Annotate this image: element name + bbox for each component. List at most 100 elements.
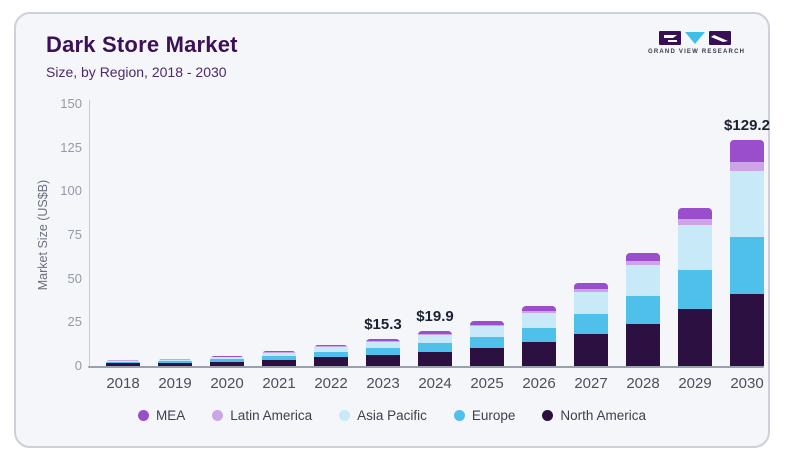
chart-header: Dark Store Market Size, by Region, 2018 … — [46, 32, 238, 80]
segment-mea — [470, 321, 504, 325]
x-tick-label: 2021 — [262, 375, 296, 392]
bar-2025 — [470, 321, 504, 366]
legend-item-mea: MEA — [138, 408, 185, 423]
bar-2023 — [366, 339, 400, 366]
segment-latin-america — [678, 219, 712, 226]
segment-asia-pacific — [262, 352, 296, 356]
segment-europe — [678, 269, 712, 310]
y-tick-label: 150 — [60, 96, 82, 111]
y-tick-label: 125 — [60, 139, 82, 155]
segment-north-america — [210, 361, 244, 366]
bar-2030 — [730, 140, 764, 366]
segment-europe — [106, 361, 140, 364]
segment-europe — [262, 355, 296, 360]
segment-north-america — [470, 347, 504, 366]
bar-2024 — [418, 331, 452, 366]
segment-latin-america — [366, 341, 400, 343]
x-axis-line — [88, 366, 764, 368]
legend-item-europe: Europe — [453, 408, 515, 423]
stacked-bar-chart: Market Size (US$B) 0 25 50 75 100 125 150 2018… — [16, 14, 770, 446]
segment-north-america — [522, 342, 556, 366]
segment-europe — [574, 313, 608, 334]
segment-asia-pacific — [418, 335, 452, 344]
segment-mea — [314, 344, 348, 347]
legend-dot — [542, 410, 554, 421]
bar-2018 — [106, 360, 140, 366]
segment-europe — [730, 236, 764, 294]
segment-north-america — [106, 363, 140, 366]
y-tick-label: 25 — [67, 314, 82, 330]
segment-north-america — [314, 356, 348, 366]
segment-asia-pacific — [522, 312, 556, 328]
segment-mea — [262, 350, 296, 353]
segment-north-america — [262, 359, 296, 366]
segment-mea — [418, 331, 452, 334]
segment-north-america — [678, 309, 712, 366]
segment-latin-america — [470, 324, 504, 327]
x-tick-label: 2027 — [574, 375, 608, 392]
page-title: Dark Store Market — [46, 32, 238, 57]
bar-2028 — [626, 252, 660, 366]
legend-label: Latin America — [230, 408, 313, 423]
segment-europe — [522, 327, 556, 343]
segment-europe — [626, 295, 660, 324]
x-tick-label: 2026 — [522, 375, 556, 392]
segment-asia-pacific — [678, 225, 712, 270]
segment-mea — [210, 356, 244, 357]
segment-latin-america — [522, 310, 556, 313]
segment-north-america — [730, 293, 764, 366]
legend-item-north-america: North America — [542, 408, 646, 423]
x-tick-label: 2028 — [626, 375, 660, 392]
segment-europe — [314, 351, 348, 357]
segment-mea — [730, 140, 764, 162]
brand-logo: GRAND VIEW RESEARCH — [648, 30, 744, 55]
brand-name: GRAND VIEW RESEARCH — [648, 49, 746, 55]
segment-europe — [158, 361, 192, 363]
segment-latin-america — [626, 260, 660, 265]
x-tick-label: 2020 — [210, 375, 244, 392]
segment-latin-america — [574, 288, 608, 292]
legend-item-latin-america: Latin America — [212, 408, 312, 423]
segment-mea — [366, 339, 400, 342]
x-tick-label: 2018 — [106, 375, 140, 392]
y-tick-label: 75 — [67, 227, 82, 242]
x-tick-label: 2030 — [730, 375, 764, 392]
segment-latin-america — [314, 346, 348, 347]
bar-2029 — [678, 208, 712, 366]
x-tick-label: 2023 — [366, 375, 400, 392]
x-tick-label: 2022 — [314, 375, 348, 392]
chart-card: Dark Store Market Size, by Region, 2018 … — [14, 12, 770, 448]
legend-dot — [339, 410, 351, 421]
legend-dot — [212, 410, 224, 421]
legend-item-asia-pacific: Asia Pacific — [339, 408, 427, 423]
segment-asia-pacific — [314, 346, 348, 352]
x-tick-label: 2019 — [158, 375, 192, 392]
bar-2019 — [158, 358, 192, 366]
segment-europe — [470, 337, 504, 348]
bar-2026 — [522, 306, 556, 366]
y-axis-line — [89, 100, 90, 366]
segment-latin-america — [418, 333, 452, 336]
segment-north-america — [626, 323, 660, 366]
y-tick-label: 100 — [60, 183, 82, 199]
segment-latin-america — [262, 352, 296, 353]
legend-dot — [138, 410, 150, 421]
segment-north-america — [574, 334, 608, 366]
legend-dot — [453, 410, 465, 421]
legend-label: Asia Pacific — [357, 408, 427, 423]
segment-asia-pacific — [366, 342, 400, 349]
segment-asia-pacific — [106, 360, 140, 362]
segment-asia-pacific — [210, 357, 244, 360]
legend-label: North America — [560, 408, 646, 423]
segment-asia-pacific — [470, 326, 504, 338]
y-tick-label: 50 — [67, 270, 82, 286]
segment-asia-pacific — [730, 170, 764, 237]
x-tick-label: 2024 — [418, 375, 452, 392]
y-tick-label: 0 — [74, 358, 82, 373]
chart-subtitle: Size, by Region, 2018 - 2030 — [46, 64, 227, 80]
value-label: $129.2 — [724, 117, 770, 135]
x-tick-label: 2029 — [678, 375, 712, 392]
segment-north-america — [366, 354, 400, 366]
segment-mea — [626, 252, 660, 261]
segment-asia-pacific — [574, 291, 608, 314]
